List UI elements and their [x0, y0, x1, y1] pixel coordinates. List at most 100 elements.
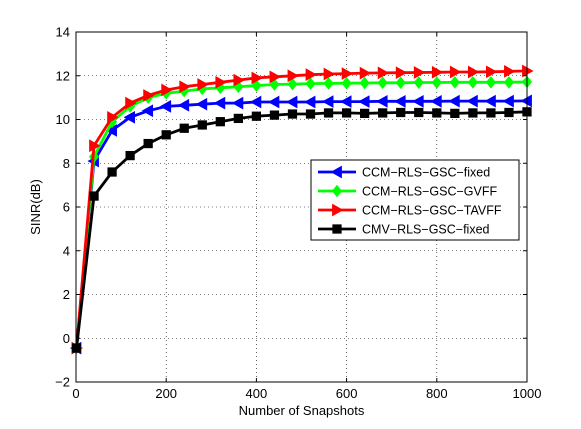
y-tick-label: 4	[63, 243, 70, 258]
data-point	[125, 96, 137, 110]
data-point	[105, 124, 117, 137]
data-point	[125, 150, 135, 161]
data-point	[197, 120, 207, 130]
y-tick-label: 8	[63, 156, 70, 171]
x-tick-label: 200	[155, 386, 177, 401]
data-point	[197, 78, 209, 91]
data-point	[378, 108, 388, 118]
data-point	[305, 109, 316, 119]
data-point	[143, 89, 155, 102]
data-point	[215, 117, 225, 127]
data-point	[466, 94, 478, 108]
legend-label: CMV−RLS−GSC−fixed	[362, 223, 490, 237]
y-tick-label: 0	[63, 331, 70, 346]
data-point	[341, 108, 352, 118]
data-point	[504, 65, 516, 78]
data-point	[287, 109, 298, 119]
series-1	[69, 94, 532, 355]
y-tick-label: 12	[56, 68, 70, 83]
data-point	[322, 95, 334, 108]
data-point	[107, 110, 119, 124]
data-point	[358, 95, 370, 108]
y-tick-label: 10	[56, 112, 70, 127]
data-point	[449, 65, 462, 79]
data-point	[89, 191, 99, 201]
series-3	[71, 64, 534, 355]
legend-item: CCM−RLS−GSC−GVFF	[318, 185, 497, 199]
data-point	[520, 94, 532, 108]
series-layer	[69, 64, 534, 355]
data-point	[177, 98, 190, 112]
data-point	[323, 108, 334, 118]
data-point	[215, 75, 227, 89]
data-point	[468, 108, 478, 118]
data-point	[323, 77, 334, 90]
data-point	[161, 130, 171, 140]
data-point	[340, 95, 352, 108]
data-point	[412, 94, 424, 108]
data-point	[486, 108, 496, 118]
data-point	[376, 94, 388, 108]
legend-item: CCM−RLS−GSC−fixed	[318, 166, 490, 180]
data-point	[341, 67, 354, 80]
data-point	[233, 113, 243, 124]
data-point	[467, 76, 478, 89]
data-point	[195, 97, 208, 111]
data-point	[231, 96, 244, 110]
data-point	[341, 76, 352, 90]
data-point	[249, 95, 262, 109]
data-point	[251, 71, 263, 85]
data-point	[377, 66, 390, 80]
data-point	[504, 107, 514, 118]
data-point	[432, 108, 442, 118]
legend-item: CMV−RLS−GSC−fixed	[318, 223, 490, 237]
data-point	[502, 94, 514, 108]
data-point	[123, 110, 136, 124]
data-point	[251, 111, 262, 121]
x-tick-label: 1000	[513, 386, 542, 401]
data-point	[377, 76, 388, 90]
data-point	[285, 95, 298, 109]
data-point	[287, 69, 300, 83]
data-point	[179, 80, 191, 94]
data-point	[414, 107, 424, 118]
data-point	[431, 76, 442, 89]
data-point	[396, 107, 406, 118]
legend-label: CCM−RLS−GSC−TAVFF	[362, 204, 502, 218]
data-point	[395, 66, 408, 80]
data-point	[359, 76, 370, 90]
x-tick-label: 0	[72, 386, 79, 401]
x-axis-label: Number of Snapshots	[239, 403, 365, 418]
data-point	[159, 100, 172, 113]
data-point	[141, 104, 154, 118]
data-point	[305, 68, 318, 82]
legend-marker	[332, 203, 344, 217]
y-axis-label: SINR(dB)	[28, 179, 43, 235]
data-point	[484, 94, 496, 108]
data-point	[287, 77, 298, 91]
data-point	[431, 65, 444, 79]
data-point	[107, 167, 117, 177]
legend-marker	[330, 165, 342, 179]
y-tick-label: 14	[56, 25, 70, 40]
y-tick-label: 6	[63, 200, 70, 215]
data-point	[413, 76, 424, 89]
data-point	[522, 64, 534, 78]
data-point	[450, 108, 460, 118]
data-point	[395, 76, 406, 90]
data-point	[359, 66, 372, 80]
data-point	[143, 138, 153, 149]
data-point	[233, 73, 245, 87]
data-point	[269, 70, 281, 84]
legend: CCM−RLS−GSC−fixed CCM−RLS−GSC−GVFF CCM−RLS…	[310, 159, 520, 241]
legend-label: CCM−RLS−GSC−GVFF	[362, 185, 497, 199]
data-point	[161, 83, 173, 97]
y-tick-label: −2	[55, 375, 70, 390]
data-point	[430, 94, 442, 108]
data-point	[303, 95, 316, 109]
data-point	[269, 78, 280, 91]
data-point	[448, 94, 460, 108]
